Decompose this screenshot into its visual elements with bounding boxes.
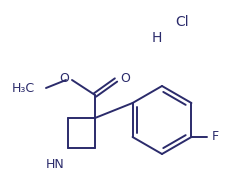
Text: O: O (59, 73, 69, 86)
Text: HN: HN (46, 158, 64, 171)
Text: H: H (152, 31, 162, 45)
Text: F: F (212, 130, 219, 143)
Text: O: O (120, 71, 130, 84)
Text: H₃C: H₃C (12, 81, 35, 95)
Text: Cl: Cl (175, 15, 189, 29)
